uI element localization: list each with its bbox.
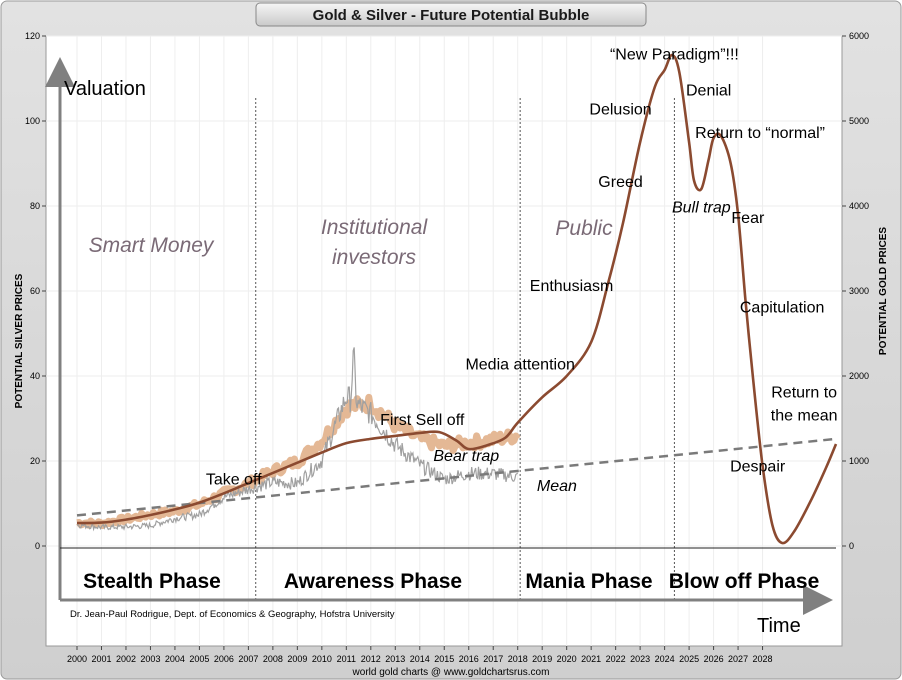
y-right-axis-title: POTENTIAL GOLD PRICES — [878, 227, 889, 355]
annotation-label: Bull trap — [672, 199, 731, 216]
y-left-tick-label: 60 — [30, 286, 40, 296]
y-left-tick-label: 20 — [30, 456, 40, 466]
y-right-tick-label: 0 — [849, 541, 854, 551]
x-tick-label: 2005 — [189, 654, 209, 664]
y-left-tick-label: 40 — [30, 371, 40, 381]
annotation-label: Despair — [730, 459, 786, 476]
x-tick-label: 2001 — [91, 654, 111, 664]
mean-line — [76, 437, 837, 517]
phase-label-1: Awareness Phase — [284, 570, 462, 593]
y-left-tick-label: 80 — [30, 201, 40, 211]
series-mean — [76, 437, 837, 517]
x-tick-label: 2011 — [337, 654, 356, 664]
group-label-0: Smart Money — [89, 234, 215, 257]
x-ticks: 2000 2001 2002 2003 2004 2005 2006 2007 2008 2009… — [67, 646, 773, 664]
series-noisy-line — [76, 347, 519, 532]
series-bubble — [76, 53, 838, 545]
y-right-tick-label: 2000 — [849, 371, 869, 381]
x-tick-label: 2024 — [655, 654, 675, 664]
annotation-label: Enthusiasm — [530, 278, 614, 295]
series-noisy — [76, 347, 519, 532]
y-left-tick-label: 120 — [25, 31, 40, 41]
bubble-curve — [76, 53, 838, 545]
x-tick-label: 2004 — [165, 654, 185, 664]
x-tick-label: 2003 — [140, 654, 160, 664]
x-tick-label: 2014 — [410, 654, 430, 664]
annotation-label: Media attention — [465, 357, 574, 374]
group-label-1: investors — [332, 246, 417, 269]
y-left-tick-label: 100 — [25, 116, 40, 126]
y-right-ticks: 0 1000 2000 3000 4000 5000 6000 — [842, 31, 869, 551]
group-label-1: Institutional — [321, 216, 429, 239]
annotation-label: Fear — [731, 210, 765, 227]
x-tick-label: 2008 — [263, 654, 283, 664]
annotation-label: Bear trap — [433, 448, 499, 465]
source-text: world gold charts @ www.goldchartsrus.co… — [352, 667, 550, 678]
x-tick-label: 2026 — [704, 654, 724, 664]
x-tick-label: 2006 — [214, 654, 234, 664]
x-tick-label: 2017 — [483, 654, 503, 664]
annotations: Take off First Sell off Bear trap Media att… — [206, 46, 838, 494]
x-tick-label: 2020 — [557, 654, 577, 664]
credit-text: Dr. Jean-Paul Rodrigue, Dept. of Economi… — [70, 609, 395, 620]
x-tick-label: 2002 — [116, 654, 136, 664]
annotation-label: Take off — [206, 471, 262, 488]
x-tick-label: 2022 — [606, 654, 626, 664]
y-right-tick-label: 3000 — [849, 286, 869, 296]
y-right-tick-label: 5000 — [849, 116, 869, 126]
grid — [46, 35, 842, 646]
x-tick-label: 2019 — [532, 654, 552, 664]
annotation-label: “New Paradigm”!!! — [610, 46, 739, 63]
y-left-ticks: 0 20 40 60 80 100 120 — [25, 31, 46, 551]
y-left-axis-title: POTENTIAL SILVER PRICES — [14, 273, 25, 408]
annotation-label: Delusion — [589, 102, 651, 119]
annotation-label: Denial — [686, 83, 731, 100]
y-left-tick-label: 0 — [35, 541, 40, 551]
x-tick-label: 2015 — [434, 654, 454, 664]
x-tick-label: 2013 — [385, 654, 405, 664]
annotation-label: Mean — [537, 478, 577, 495]
x-tick-label: 2021 — [581, 654, 601, 664]
phase-label-2: Mania Phase — [525, 570, 652, 593]
title-bar — [255, 2, 647, 27]
annotation-label: the mean — [771, 408, 838, 425]
phase-labels: Stealth Phase Awareness Phase Mania Phase B… — [83, 570, 819, 593]
x-tick-label: 2012 — [361, 654, 381, 664]
x-tick-label: 2016 — [459, 654, 479, 664]
annotation-label: Greed — [598, 174, 642, 191]
x-tick-label: 2000 — [67, 654, 87, 664]
x-tick-label: 2023 — [630, 654, 650, 664]
chart-title: Gold & Silver - Future Potential Bubble — [313, 7, 590, 24]
group-labels: Smart Money Institutional investors Public — [89, 216, 614, 269]
phase-label-3: Blow off Phase — [669, 570, 820, 593]
x-tick-label: 2010 — [312, 654, 332, 664]
x-tick-label: 2007 — [238, 654, 258, 664]
y-right-tick-label: 6000 — [849, 31, 869, 41]
x-tick-label: 2028 — [753, 654, 773, 664]
valuation-label: Valuation — [64, 78, 146, 100]
annotation-label: Return to — [771, 384, 837, 401]
y-right-tick-label: 1000 — [849, 456, 869, 466]
group-label-2: Public — [555, 217, 613, 240]
x-tick-label: 2027 — [728, 654, 748, 664]
x-tick-label: 2009 — [287, 654, 307, 664]
y-right-tick-label: 4000 — [849, 201, 869, 211]
time-label: Time — [757, 615, 801, 637]
x-tick-label: 2025 — [679, 654, 699, 664]
x-tick-label: 2018 — [508, 654, 528, 664]
annotation-label: Capitulation — [740, 299, 825, 316]
annotation-label: Return to “normal” — [695, 125, 825, 142]
phase-label-0: Stealth Phase — [83, 570, 221, 593]
annotation-label: First Sell off — [380, 412, 465, 429]
